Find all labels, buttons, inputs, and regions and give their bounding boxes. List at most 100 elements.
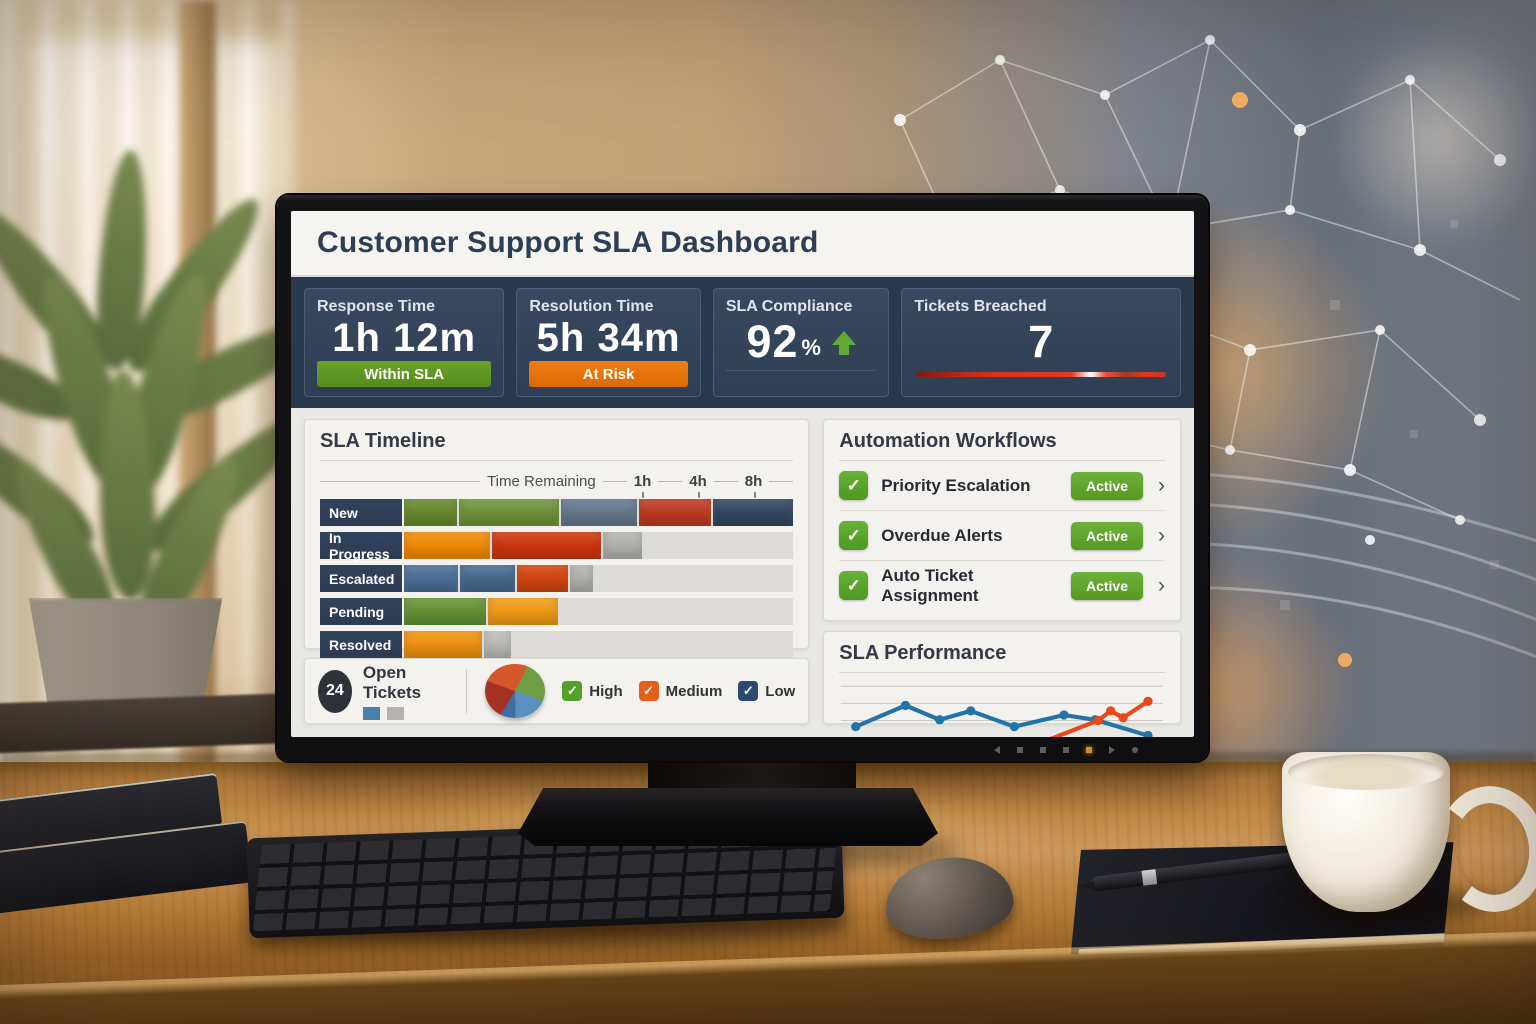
chevron-right-icon[interactable]: › bbox=[1158, 474, 1165, 497]
timeline-bar-segment bbox=[483, 631, 512, 658]
workflow-row[interactable]: ✓ Overdue Alerts Active › bbox=[839, 511, 1165, 561]
check-icon: ✓ bbox=[839, 571, 869, 600]
axis-tick-label: 1h bbox=[633, 473, 652, 498]
timeline-row-label: Resolved bbox=[320, 631, 402, 658]
timeline-track bbox=[404, 598, 794, 625]
checkbox-icon[interactable]: ✓ bbox=[738, 681, 759, 701]
sla-performance-panel: SLA Performance WTWTFSS bbox=[823, 631, 1181, 737]
timeline-bar-segment bbox=[602, 532, 642, 559]
timeline-row: In Progress bbox=[320, 530, 794, 562]
active-status-button[interactable]: Active bbox=[1070, 521, 1143, 550]
timeline-row: Escalated bbox=[320, 565, 794, 592]
checkbox-icon[interactable]: ✓ bbox=[562, 681, 583, 701]
data-point bbox=[1009, 722, 1020, 732]
potted-plant bbox=[0, 120, 333, 660]
legend-label: High bbox=[589, 682, 623, 700]
vertical-divider bbox=[465, 669, 467, 713]
timeline-track bbox=[404, 532, 794, 559]
coffee-cup bbox=[1282, 752, 1450, 912]
timeline-bar-segment bbox=[638, 499, 712, 526]
monitor-stand-base bbox=[518, 788, 938, 846]
monitor-button-icon bbox=[1063, 747, 1069, 753]
timeline-gantt: New In Progress Escalated Pending Resolved bbox=[320, 499, 794, 658]
priority-legend: ✓ High ✓ Medium ✓ Low bbox=[562, 681, 795, 701]
kpi-card-sla-compliance: SLA Compliance 92 % bbox=[712, 288, 890, 397]
timeline-bar-segment bbox=[713, 499, 794, 526]
open-tickets-card: 24 Open Tickets ✓ High ✓ Medium ✓ Low bbox=[304, 658, 810, 724]
axis-tick-label: 8h bbox=[744, 473, 763, 498]
axis-line bbox=[713, 481, 738, 482]
data-point bbox=[966, 706, 976, 716]
data-point bbox=[901, 700, 911, 711]
sla-performance-line-chart: WTWTFSS bbox=[841, 685, 1164, 737]
kpi-label: Resolution Time bbox=[529, 298, 654, 315]
legend-item: ✓ Low bbox=[738, 681, 795, 701]
kpi-label: SLA Compliance bbox=[725, 298, 853, 315]
dashboard-body: SLA Timeline Time Remaining 1h 4h 8h New In… bbox=[291, 408, 1194, 737]
axis-line bbox=[320, 481, 481, 482]
timeline-row: Resolved bbox=[320, 631, 794, 658]
automation-workflows-panel: Automation Workflows ✓ Priority Escalatio… bbox=[823, 419, 1181, 621]
data-point bbox=[1093, 715, 1104, 726]
legend-item: ✓ High bbox=[562, 681, 623, 701]
check-icon: ✓ bbox=[839, 521, 869, 550]
left-column: SLA Timeline Time Remaining 1h 4h 8h New In… bbox=[304, 419, 810, 724]
monitor-control-buttons bbox=[994, 746, 1138, 754]
panel-title: SLA Performance bbox=[839, 642, 1165, 673]
open-tickets-text: Open Tickets bbox=[362, 663, 447, 720]
panel-title: SLA Timeline bbox=[320, 430, 794, 461]
workflow-row[interactable]: ✓ Auto Ticket Assignment Active › bbox=[839, 561, 1165, 610]
axis-line bbox=[769, 481, 794, 482]
plant-pot bbox=[28, 598, 223, 706]
kpi-card-resolution-time: Resolution Time 5h 34m At Risk bbox=[516, 288, 701, 397]
chevron-right-icon[interactable]: › bbox=[1158, 524, 1165, 547]
kpi-value: 7 bbox=[1028, 316, 1055, 367]
dashboard-screen: Customer Support SLA Dashboard Response … bbox=[291, 211, 1194, 737]
monitor-power-led bbox=[1086, 747, 1092, 753]
panel-title: Automation Workflows bbox=[839, 430, 1165, 461]
legend-label: Low bbox=[765, 682, 796, 700]
compliance-value: 92 bbox=[746, 316, 799, 367]
workflow-list: ✓ Priority Escalation Active › ✓ Overdue Aler… bbox=[839, 461, 1165, 610]
monitor-button-icon bbox=[1132, 747, 1138, 753]
dashboard-header: Customer Support SLA Dashboard bbox=[291, 211, 1194, 277]
timeline-bar-segment bbox=[516, 565, 568, 592]
workflow-label: Overdue Alerts bbox=[881, 525, 1003, 545]
legend-label: Medium bbox=[665, 682, 723, 700]
timeline-bar-segment bbox=[404, 499, 458, 526]
workflow-row[interactable]: ✓ Priority Escalation Active › bbox=[839, 461, 1165, 511]
timeline-bar-segment bbox=[560, 499, 637, 526]
timeline-bar-segment bbox=[404, 565, 459, 592]
timeline-bar-segment bbox=[404, 532, 490, 559]
breach-indicator-line bbox=[916, 372, 1166, 377]
timeline-axis: Time Remaining 1h 4h 8h bbox=[320, 473, 794, 498]
axis-line bbox=[602, 481, 627, 482]
chevron-right-icon[interactable]: › bbox=[1158, 574, 1165, 597]
checkbox-icon[interactable]: ✓ bbox=[638, 681, 659, 701]
legend-square-icon bbox=[362, 706, 380, 720]
kpi-strip: Response Time 1h 12m Within SLA Resoluti… bbox=[291, 277, 1194, 408]
active-status-button[interactable]: Active bbox=[1070, 471, 1143, 500]
timeline-bar-segment bbox=[404, 598, 486, 625]
workflow-label: Priority Escalation bbox=[881, 475, 1031, 495]
data-point bbox=[1106, 706, 1116, 716]
trend-up-arrow-icon bbox=[831, 331, 856, 357]
monitor: Customer Support SLA Dashboard Response … bbox=[277, 195, 1208, 761]
priority-pie-chart bbox=[485, 664, 546, 718]
open-tickets-count-badge: 24 bbox=[318, 669, 352, 713]
right-column: Automation Workflows ✓ Priority Escalatio… bbox=[823, 419, 1181, 737]
kpi-value: 5h 34m bbox=[536, 316, 681, 360]
timeline-row-label: Escalated bbox=[320, 565, 402, 592]
timeline-track bbox=[404, 499, 794, 526]
kpi-card-tickets-breached: Tickets Breached 7 bbox=[901, 288, 1181, 397]
monitor-button-icon bbox=[1017, 747, 1023, 753]
page-title: Customer Support SLA Dashboard bbox=[317, 226, 819, 259]
mini-legend-squares bbox=[362, 706, 447, 720]
active-status-button[interactable]: Active bbox=[1070, 571, 1143, 600]
kpi-card-response-time: Response Time 1h 12m Within SLA bbox=[304, 288, 505, 397]
kpi-label: Response Time bbox=[317, 298, 435, 315]
cup-rim bbox=[1288, 754, 1444, 790]
axis-label: Time Remaining bbox=[487, 473, 596, 490]
check-icon: ✓ bbox=[839, 471, 869, 500]
